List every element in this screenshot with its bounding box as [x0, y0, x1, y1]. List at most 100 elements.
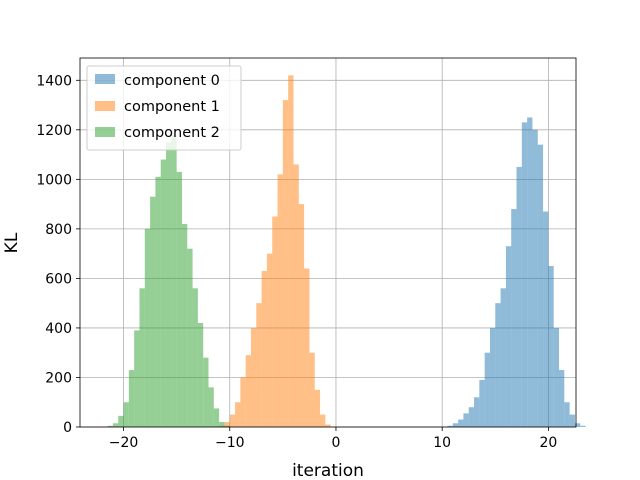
y-axis-ticks: 0 200 400 600 800 1000 1200 1400: [36, 73, 80, 436]
histogram-bar: [123, 402, 129, 427]
histogram-bar: [580, 425, 586, 427]
legend-swatch-component-1: [95, 101, 115, 111]
series-1-bars: [219, 75, 331, 427]
histogram-bar: [505, 246, 512, 427]
x-tick-label: 0: [332, 435, 341, 451]
histogram-bar: [192, 288, 198, 427]
histogram-bar: [489, 327, 496, 427]
histogram-bar: [516, 166, 522, 428]
x-axis-ticks: −20 −10 0 10 20: [109, 427, 557, 451]
histogram-bar: [527, 117, 533, 427]
y-tick-label: 800: [45, 222, 72, 238]
histogram-bar: [240, 377, 246, 427]
histogram-bar: [176, 171, 182, 427]
histogram-bar: [134, 330, 140, 427]
legend: component 0 component 1 component 2: [86, 65, 242, 151]
histogram-bar: [479, 379, 485, 427]
histogram-bar: [219, 422, 225, 427]
histogram-bars: [107, 75, 586, 428]
series-2-bars: [107, 134, 230, 428]
histogram-bar: [320, 414, 326, 427]
histogram-bar: [261, 270, 267, 427]
legend-label-component-2: component 2: [124, 125, 220, 141]
histogram-bar: [288, 75, 294, 427]
x-tick-label: 20: [539, 435, 557, 451]
histogram-bar: [559, 370, 565, 427]
y-axis-label: KL: [2, 232, 22, 253]
histogram-bar: [553, 327, 560, 427]
histogram-bar: [203, 357, 209, 427]
legend-box: [86, 65, 242, 151]
x-tick-label: −10: [215, 435, 245, 451]
histogram-bar: [304, 268, 310, 427]
histogram-bar: [447, 425, 453, 427]
histogram-bar: [458, 419, 464, 427]
histogram-bar: [532, 129, 538, 427]
histogram-bar: [187, 248, 193, 427]
histogram-bar: [107, 425, 113, 427]
legend-swatch-component-2: [95, 127, 115, 137]
y-tick-label: 1400: [36, 73, 72, 89]
y-tick-label: 200: [45, 370, 72, 386]
legend-label-component-1: component 1: [124, 99, 220, 115]
histogram-bar: [277, 174, 283, 427]
x-axis-label: iteration: [292, 461, 364, 480]
histogram-bar: [213, 408, 220, 427]
histogram-bar: [564, 402, 570, 427]
series-0-bars: [447, 117, 586, 428]
histogram-bar: [256, 303, 262, 427]
histogram-bar: [474, 397, 480, 427]
histogram-bar: [208, 387, 214, 427]
histogram-bar: [314, 389, 321, 427]
histogram-bar: [309, 352, 315, 427]
histogram-bar: [463, 413, 469, 427]
histogram-bar: [139, 288, 145, 427]
histogram-bar: [144, 228, 151, 427]
histogram-bar: [495, 303, 501, 427]
histogram-bar: [500, 288, 506, 427]
histogram-bar: [229, 414, 236, 427]
histogram-bar: [235, 402, 241, 427]
histogram-bar: [224, 422, 230, 427]
histogram-bar: [511, 209, 517, 427]
histogram-bar: [155, 176, 161, 427]
histogram-bar: [282, 100, 289, 427]
histogram-bar: [171, 134, 177, 428]
y-tick-label: 1200: [36, 123, 72, 139]
y-tick-label: 0: [63, 420, 72, 436]
legend-label-component-0: component 0: [124, 73, 220, 89]
histogram-bar: [181, 223, 188, 427]
histogram-bar: [245, 355, 251, 427]
histogram-bar: [468, 407, 475, 427]
y-tick-label: 400: [45, 321, 72, 337]
y-tick-label: 1000: [36, 172, 72, 188]
histogram-bar: [298, 204, 305, 427]
histogram-bar: [224, 425, 230, 427]
histogram-bar: [484, 352, 490, 427]
histogram-bar: [112, 423, 119, 427]
histogram-bar: [452, 423, 459, 427]
histogram-bar: [543, 211, 549, 427]
legend-swatch-component-0: [95, 74, 115, 84]
histogram-bar: [537, 144, 544, 427]
histogram-bar: [548, 266, 554, 427]
histogram-bar: [166, 142, 172, 427]
histogram-bar: [150, 196, 156, 427]
x-tick-label: 10: [433, 435, 451, 451]
histogram-bar: [118, 415, 124, 427]
histogram-bar: [197, 322, 204, 427]
histogram-bar: [293, 164, 299, 427]
histogram-bar: [128, 370, 135, 427]
histogram-bar: [521, 122, 528, 428]
histogram-bar: [272, 216, 278, 427]
histogram-bar: [574, 423, 581, 427]
y-tick-label: 600: [45, 271, 72, 287]
histogram-bar: [266, 253, 273, 427]
histogram-bar: [569, 414, 575, 427]
histogram-bar: [250, 327, 257, 427]
plot-frame: [79, 57, 577, 428]
x-tick-label: −20: [109, 435, 139, 451]
histogram-bar: [325, 424, 331, 427]
histogram-bar: [160, 159, 167, 427]
